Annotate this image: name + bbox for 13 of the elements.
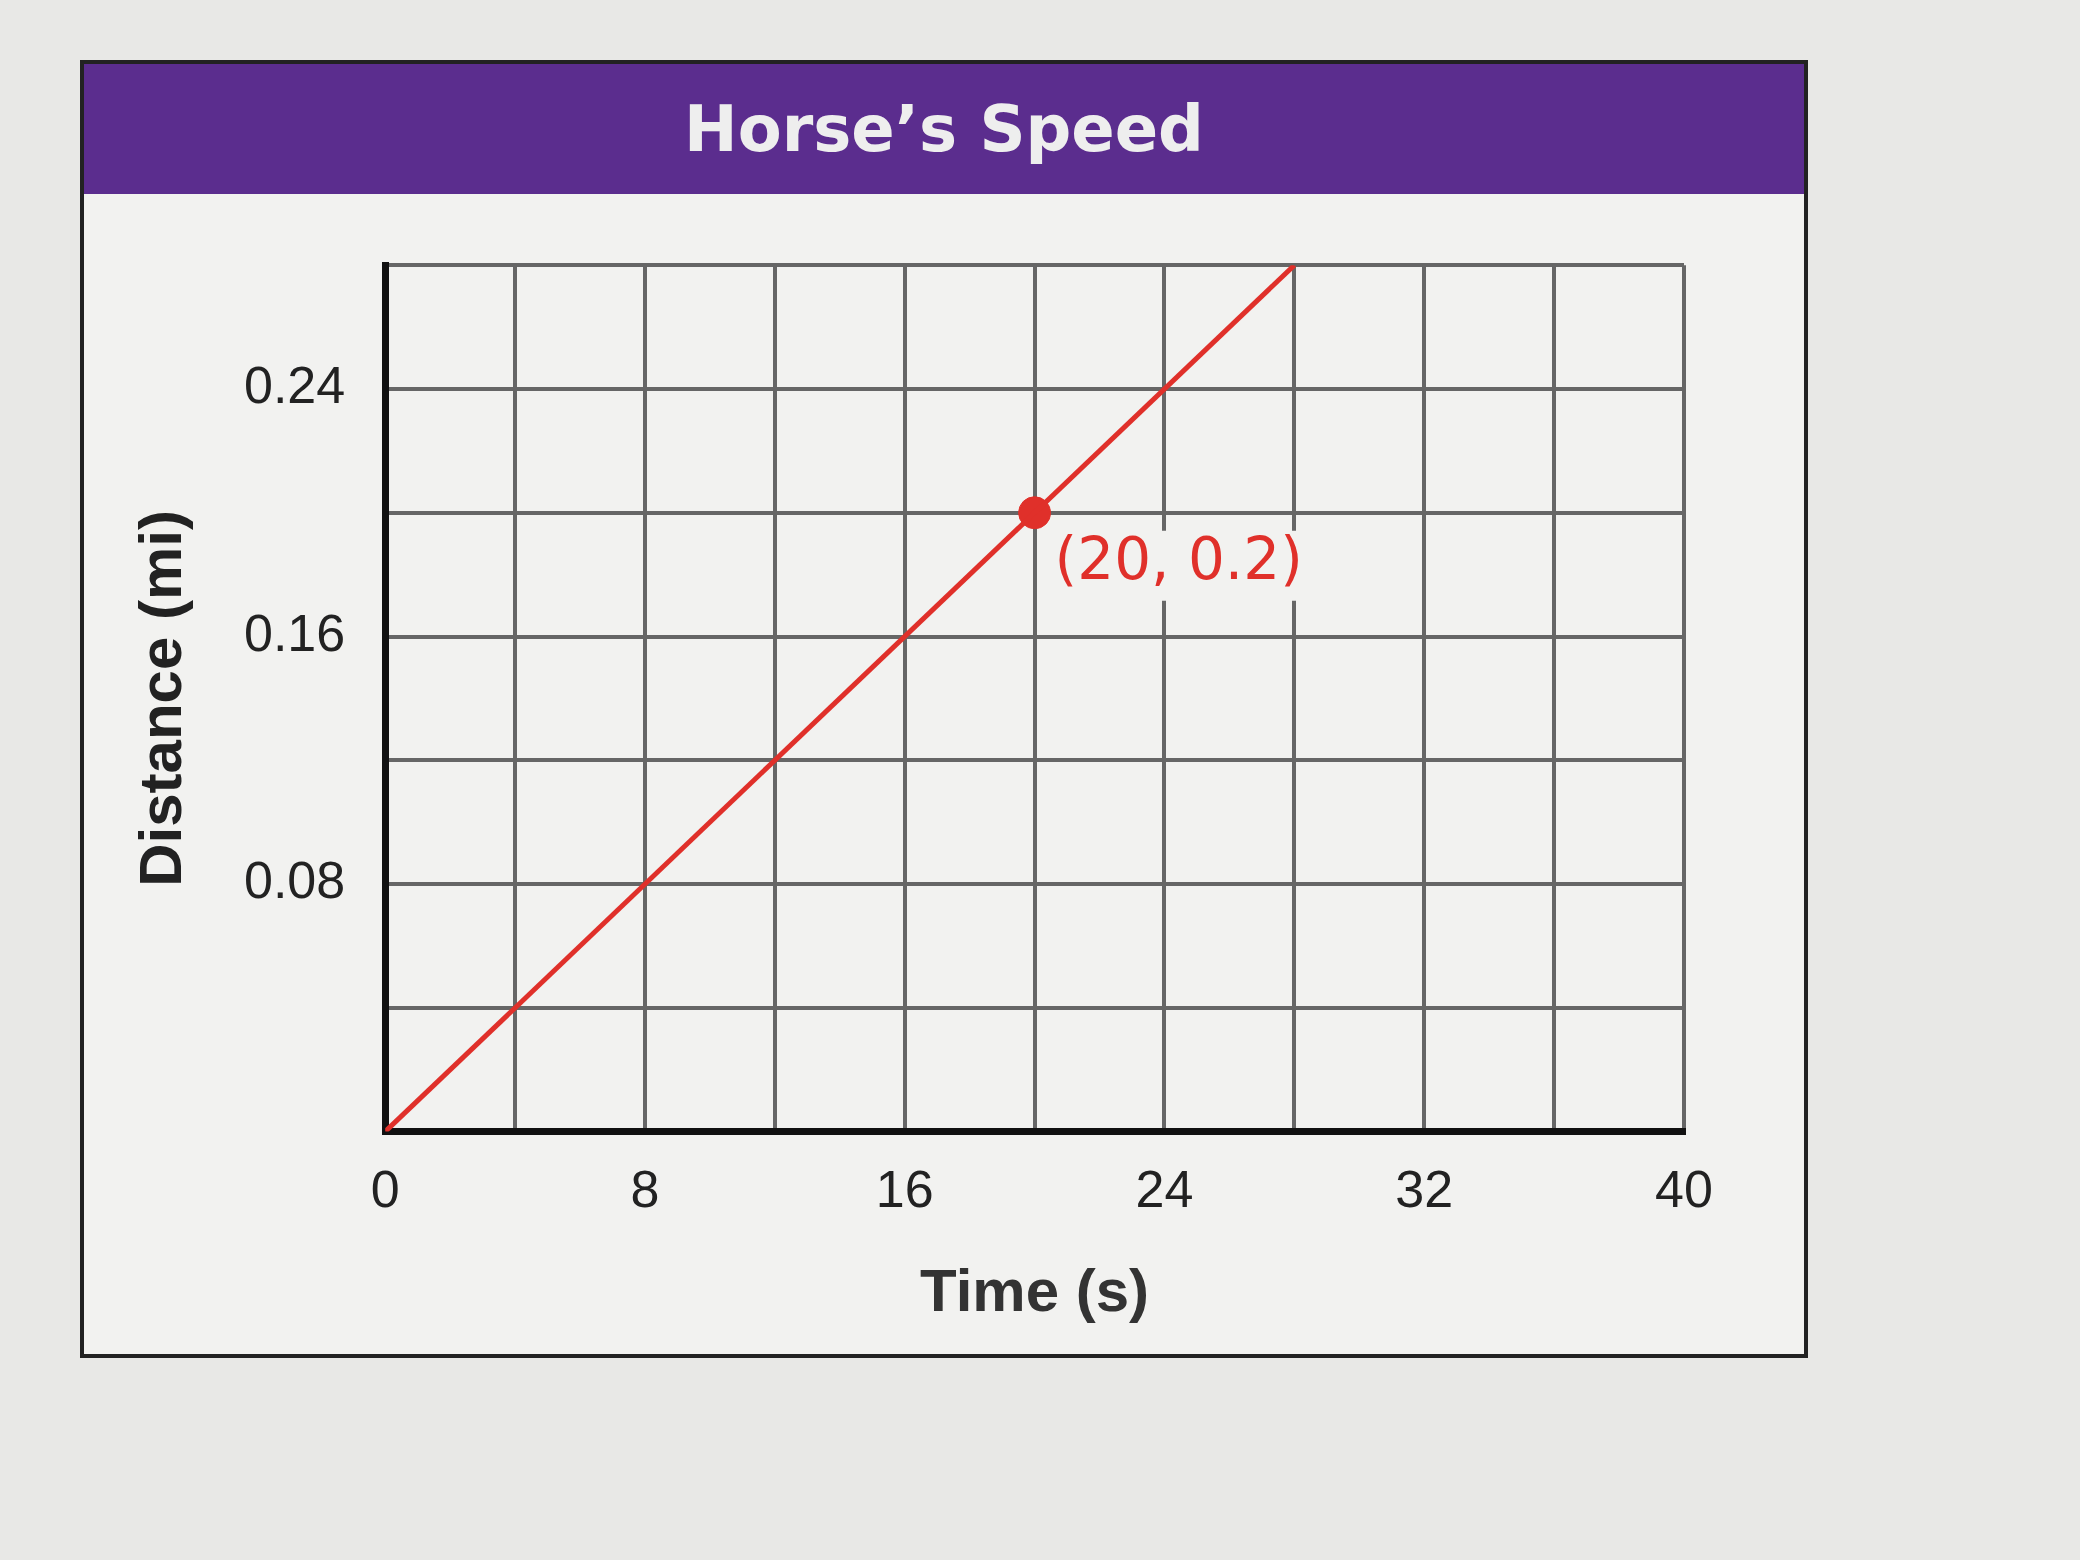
x-axis-title: Time (s): [920, 1256, 1150, 1324]
chart-title: Horse’s Speed: [84, 64, 1804, 194]
y-axis-title: Distance (mi): [126, 510, 194, 887]
x-tick-label: 8: [630, 1160, 660, 1219]
y-tick-label: 0.08: [243, 851, 346, 910]
x-tick-label: 0: [370, 1160, 400, 1219]
x-tick-label: 24: [1135, 1160, 1194, 1219]
x-tick-label: 40: [1655, 1160, 1713, 1219]
annotation: (20, 0.2): [1054, 524, 1303, 593]
y-tick-label: 0.24: [243, 356, 346, 415]
x-tick-label: 16: [875, 1160, 934, 1219]
y-tick-label: 0.16: [243, 603, 346, 662]
x-tick-label: 32: [1395, 1160, 1454, 1219]
